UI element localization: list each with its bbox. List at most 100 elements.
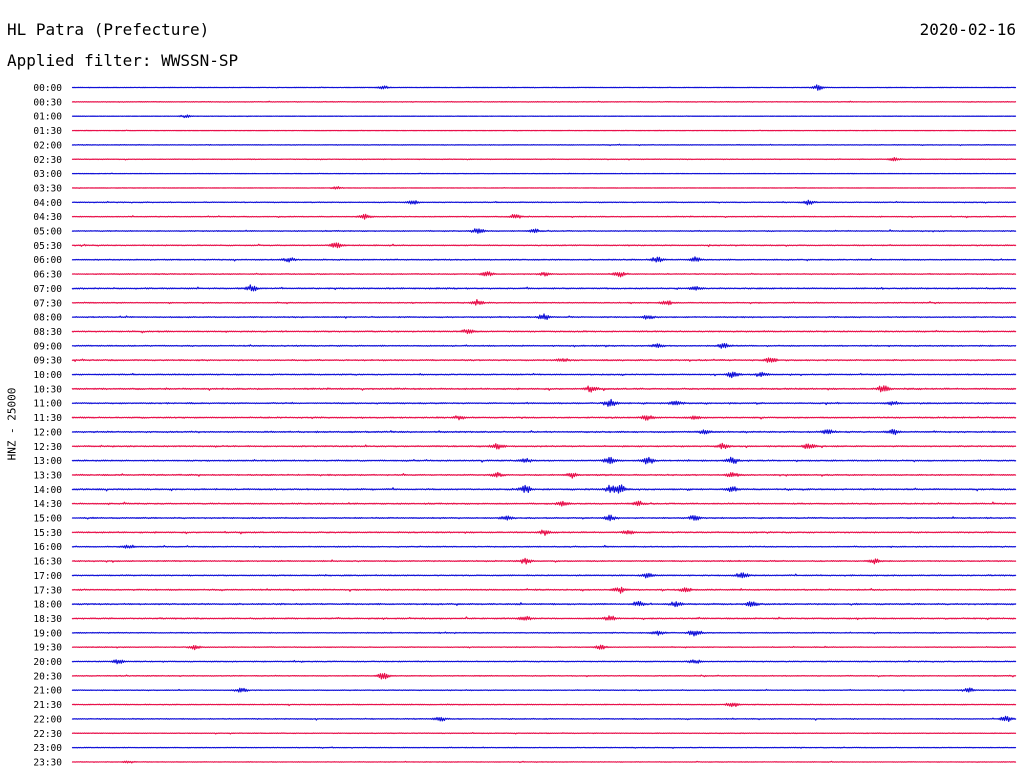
time-label-1630: 16:30 <box>33 557 62 568</box>
time-label-1130: 11:30 <box>33 413 62 424</box>
trace-1530 <box>71 529 1017 536</box>
trace-1000 <box>71 371 1017 379</box>
time-label-2000: 20:00 <box>33 657 62 668</box>
trace-0300 <box>71 172 1017 175</box>
trace-1130 <box>71 415 1017 421</box>
trace-0130 <box>71 129 1017 132</box>
time-label-2200: 22:00 <box>33 714 62 725</box>
trace-1400 <box>71 484 1017 494</box>
time-label-0400: 04:00 <box>33 198 62 209</box>
trace-1830 <box>71 615 1017 621</box>
trace-2030 <box>71 672 1017 680</box>
time-label-1800: 18:00 <box>33 600 62 611</box>
trace-0230 <box>71 156 1017 162</box>
time-label-0930: 09:30 <box>33 356 62 367</box>
time-label-1330: 13:30 <box>33 470 62 481</box>
trace-2100 <box>71 687 1017 693</box>
time-label-1600: 16:00 <box>33 542 62 553</box>
time-label-0500: 05:00 <box>33 227 62 238</box>
time-label-0630: 06:30 <box>33 270 62 281</box>
time-label-1500: 15:00 <box>33 514 62 525</box>
trace-0530 <box>71 242 1017 249</box>
time-label-1900: 19:00 <box>33 628 62 639</box>
trace-1700 <box>71 572 1017 579</box>
time-label-0830: 08:30 <box>33 327 62 338</box>
trace-1600 <box>71 544 1017 549</box>
time-label-2100: 21:00 <box>33 686 62 697</box>
trace-2130 <box>71 702 1017 708</box>
time-label-2130: 21:30 <box>33 700 62 711</box>
trace-1200 <box>71 428 1017 436</box>
filter-label: Applied filter: WWSSN-SP <box>7 51 239 70</box>
trace-2000 <box>71 659 1017 665</box>
time-label-1030: 10:30 <box>33 384 62 395</box>
time-label-1300: 13:00 <box>33 456 62 467</box>
trace-0600 <box>71 256 1017 263</box>
time-label-2330: 23:30 <box>33 757 62 768</box>
time-label-0900: 09:00 <box>33 341 62 352</box>
trace-0000 <box>71 84 1017 91</box>
time-label-0300: 03:00 <box>33 169 62 180</box>
trace-0030 <box>71 100 1017 103</box>
time-label-1530: 15:30 <box>33 528 62 539</box>
trace-0800 <box>71 313 1017 321</box>
station-title: HL Patra (Prefecture) <box>7 20 210 39</box>
trace-1900 <box>71 630 1017 637</box>
trace-0900 <box>71 342 1017 349</box>
time-label-0330: 03:30 <box>33 183 62 194</box>
trace-0730 <box>71 299 1017 306</box>
time-label-2030: 20:30 <box>33 671 62 682</box>
trace-1030 <box>71 385 1017 393</box>
time-label-0030: 00:30 <box>33 97 62 108</box>
time-label-0600: 06:00 <box>33 255 62 266</box>
time-label-1430: 14:30 <box>33 499 62 510</box>
trace-0700 <box>71 284 1017 292</box>
trace-1500 <box>71 514 1017 522</box>
time-label-0100: 01:00 <box>33 112 62 123</box>
time-label-0130: 01:30 <box>33 126 62 137</box>
trace-1330 <box>71 471 1017 479</box>
time-label-0000: 00:00 <box>33 83 62 94</box>
trace-0100 <box>71 114 1017 119</box>
trace-0330 <box>71 186 1017 190</box>
time-label-0800: 08:00 <box>33 313 62 324</box>
time-label-1000: 10:00 <box>33 370 62 381</box>
time-label-0700: 07:00 <box>33 284 62 295</box>
trace-1300 <box>71 456 1017 465</box>
trace-2200 <box>71 715 1017 723</box>
trace-2300 <box>71 746 1017 749</box>
trace-1800 <box>71 600 1017 608</box>
trace-1930 <box>71 644 1017 651</box>
trace-1230 <box>71 442 1017 450</box>
trace-0930 <box>71 357 1017 363</box>
time-label-1730: 17:30 <box>33 585 62 596</box>
time-label-2230: 22:30 <box>33 729 62 740</box>
trace-1630 <box>71 557 1017 565</box>
time-label-1400: 14:00 <box>33 485 62 496</box>
time-label-0730: 07:30 <box>33 298 62 309</box>
time-label-0200: 02:00 <box>33 140 62 151</box>
time-label-1230: 12:30 <box>33 442 62 453</box>
record-date: 2020-02-16 <box>919 20 1016 39</box>
trace-0830 <box>71 329 1017 335</box>
seismic-traces <box>71 84 1017 764</box>
time-label-1830: 18:30 <box>33 614 62 625</box>
time-label-1100: 11:00 <box>33 399 62 410</box>
time-label-0230: 02:30 <box>33 155 62 166</box>
trace-0630 <box>71 271 1017 278</box>
trace-1100 <box>71 398 1017 407</box>
trace-0430 <box>71 213 1017 220</box>
trace-0200 <box>71 143 1017 147</box>
time-label-1700: 17:00 <box>33 571 62 582</box>
time-label-1930: 19:30 <box>33 643 62 654</box>
time-label-1200: 12:00 <box>33 427 62 438</box>
time-labels: 00:00 00:30 01:00 01:30 02:00 02:30 03:00 03:30… <box>33 83 62 768</box>
trace-2330 <box>71 760 1017 764</box>
trace-1430 <box>71 500 1017 507</box>
time-label-0430: 04:30 <box>33 212 62 223</box>
trace-1730 <box>71 586 1017 594</box>
time-label-0530: 05:30 <box>33 241 62 252</box>
time-label-2300: 23:00 <box>33 743 62 754</box>
trace-0400 <box>71 199 1017 206</box>
